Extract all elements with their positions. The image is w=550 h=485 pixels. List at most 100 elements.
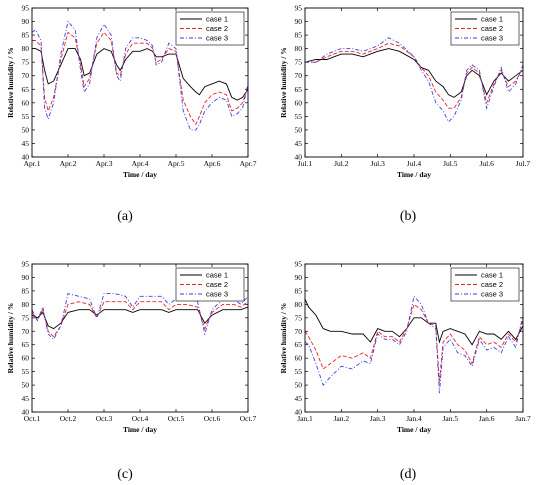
x-axis-title: Time / day — [123, 425, 157, 434]
chart-panel-4: 40 45 50 55 60 65 70 75 80 85 90 95 Jan.1 Jan.2 Jan.3 J… — [279, 260, 531, 483]
series-line-2 — [304, 303, 524, 383]
legend-label: case 1 — [481, 271, 503, 280]
y-tick-label: 75 — [295, 313, 303, 322]
y-tick-label: 65 — [22, 340, 30, 349]
x-tick-label: Oct.2 — [60, 414, 77, 423]
series-line-3 — [31, 293, 249, 341]
y-tick-label: 90 — [22, 17, 30, 26]
y-tick-label: 90 — [295, 17, 303, 26]
plot-frame — [304, 7, 524, 158]
x-tick-label: Jan.6 — [479, 414, 495, 423]
x-tick-label: Jan.4 — [406, 414, 422, 423]
x-tick-label: Apr.4 — [132, 159, 149, 168]
y-tick-label: 40 — [295, 153, 303, 162]
plot-frame — [304, 263, 524, 413]
legend-label: case 1 — [206, 15, 228, 24]
y-tick-label: 40 — [22, 153, 30, 162]
panel-label: (c) — [117, 467, 133, 482]
x-tick-label: Apr.3 — [96, 159, 113, 168]
legend-label: case 1 — [481, 15, 503, 24]
x-axis-title: Time / day — [397, 425, 431, 434]
y-tick-label: 90 — [295, 273, 303, 282]
y-axis-title: Relative humidity / % — [279, 303, 288, 374]
x-tick-label: Apr.1 — [24, 159, 41, 168]
y-tick-label: 55 — [22, 112, 30, 121]
series-line-1 — [304, 48, 524, 98]
y-tick-label: 40 — [22, 408, 30, 417]
legend-label: case 3 — [481, 34, 503, 43]
y-tick-label: 70 — [22, 327, 30, 336]
y-tick-label: 55 — [22, 367, 30, 376]
y-axis-title: Relative humidity / % — [6, 303, 15, 374]
panel-label: (a) — [117, 209, 133, 224]
legend-label: case 2 — [206, 280, 228, 289]
x-tick-label: Jan.1 — [297, 414, 313, 423]
chart-panel-3: 40 45 50 55 60 65 70 75 80 85 90 95 Oct.1 Oct.2 Oct.3 O… — [6, 260, 256, 483]
y-tick-label: 50 — [22, 381, 30, 390]
series-line-1 — [32, 48, 249, 101]
y-tick-label: 55 — [295, 367, 303, 376]
legend-label: case 1 — [206, 271, 228, 280]
x-tick-label: Jul.3 — [370, 159, 385, 168]
series-line-3 — [305, 37, 524, 123]
y-tick-label: 80 — [22, 44, 30, 53]
y-tick-label: 45 — [22, 139, 30, 148]
chart-panel-2: 40 45 50 55 60 65 70 75 80 85 90 95 Jul.1 Jul.2 Jul.3 J… — [279, 4, 530, 225]
x-tick-label: Jan.3 — [370, 414, 386, 423]
y-tick-label: 75 — [22, 313, 30, 322]
y-tick-label: 85 — [295, 286, 303, 295]
series-line-2 — [32, 31, 249, 126]
x-tick-label: Jan.7 — [515, 414, 531, 423]
legend-label: case 2 — [481, 24, 503, 33]
legend-label: case 3 — [206, 290, 228, 299]
y-tick-label: 40 — [295, 408, 303, 417]
x-tick-label: Apr.6 — [204, 159, 221, 168]
plot-frame — [31, 263, 249, 413]
y-tick-label: 70 — [22, 71, 30, 80]
x-tick-label: Jul.4 — [407, 159, 422, 168]
y-tick-label: 60 — [22, 98, 30, 107]
y-tick-label: 80 — [295, 300, 303, 309]
x-tick-label: Jul.6 — [479, 159, 494, 168]
panel-label: (d) — [400, 467, 417, 482]
x-tick-label: Oct.5 — [168, 414, 185, 423]
y-tick-label: 85 — [22, 31, 30, 40]
y-tick-label: 50 — [295, 381, 303, 390]
series-line-2 — [305, 42, 524, 109]
x-tick-label: Jan.2 — [334, 414, 350, 423]
y-tick-label: 85 — [22, 286, 30, 295]
x-tick-label: Apr.7 — [240, 159, 257, 168]
legend-label: case 3 — [481, 290, 503, 299]
y-tick-label: 65 — [295, 85, 303, 94]
x-tick-label: Jan.5 — [443, 414, 459, 423]
chart-panel-1: 40 45 50 55 60 65 70 75 80 85 90 95 Apr.1 Apr.2 Apr.3 A… — [6, 4, 257, 225]
y-tick-label: 75 — [22, 58, 30, 67]
y-tick-label: 45 — [295, 394, 303, 403]
legend-box — [450, 267, 520, 302]
y-tick-label: 75 — [295, 58, 303, 67]
plot-frame — [31, 7, 249, 158]
x-tick-label: Oct.7 — [240, 414, 257, 423]
y-tick-label: 55 — [295, 112, 303, 121]
x-tick-label: Jul.1 — [298, 159, 313, 168]
series-line-3 — [31, 20, 249, 131]
x-tick-label: Apr.5 — [168, 159, 185, 168]
x-tick-label: Oct.1 — [24, 414, 41, 423]
x-tick-label: Oct.4 — [132, 414, 149, 423]
y-tick-label: 50 — [22, 125, 30, 134]
y-tick-label: 60 — [22, 354, 30, 363]
y-tick-label: 85 — [295, 31, 303, 40]
x-tick-label: Oct.6 — [204, 414, 221, 423]
y-tick-label: 45 — [22, 394, 30, 403]
y-tick-label: 70 — [295, 327, 303, 336]
series-line-3 — [304, 295, 524, 394]
y-tick-label: 95 — [22, 260, 30, 269]
y-tick-label: 90 — [22, 273, 30, 282]
y-tick-label: 95 — [22, 4, 30, 13]
y-tick-label: 95 — [295, 260, 303, 269]
legend-box — [175, 267, 245, 302]
legend-label: case 3 — [206, 34, 228, 43]
